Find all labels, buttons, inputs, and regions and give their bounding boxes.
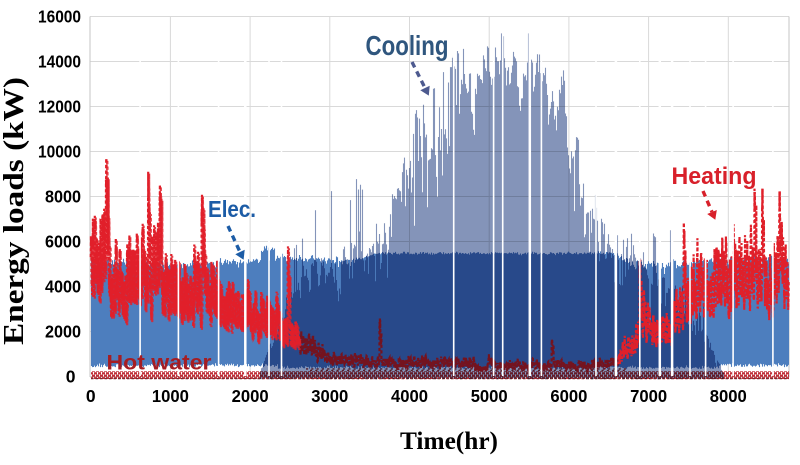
svg-text:Cooling: Cooling xyxy=(366,30,449,61)
svg-text:4000: 4000 xyxy=(45,277,81,297)
svg-text:Heating: Heating xyxy=(672,163,757,190)
svg-text:2000: 2000 xyxy=(45,322,81,342)
svg-text:4000: 4000 xyxy=(391,386,428,406)
svg-text:5000: 5000 xyxy=(471,386,508,406)
svg-text:3000: 3000 xyxy=(311,386,348,406)
svg-text:16000: 16000 xyxy=(38,7,81,27)
svg-text:12000: 12000 xyxy=(38,97,81,117)
svg-text:10000: 10000 xyxy=(38,142,81,162)
svg-text:2000: 2000 xyxy=(232,386,269,406)
svg-text:7000: 7000 xyxy=(630,386,667,406)
svg-text:0: 0 xyxy=(66,367,76,387)
svg-text:14000: 14000 xyxy=(38,52,81,72)
svg-text:6000: 6000 xyxy=(45,232,81,252)
svg-text:0: 0 xyxy=(86,386,96,406)
svg-text:8000: 8000 xyxy=(710,386,747,406)
svg-text:1000: 1000 xyxy=(152,386,189,406)
svg-text:6000: 6000 xyxy=(550,386,587,406)
svg-text:Hot water: Hot water xyxy=(107,351,213,375)
svg-text:Time(hr): Time(hr) xyxy=(400,428,498,455)
svg-text:Elec.: Elec. xyxy=(208,196,256,222)
svg-text:8000: 8000 xyxy=(45,187,81,207)
svg-text:Energy loads (kW): Energy loads (kW) xyxy=(0,77,30,345)
